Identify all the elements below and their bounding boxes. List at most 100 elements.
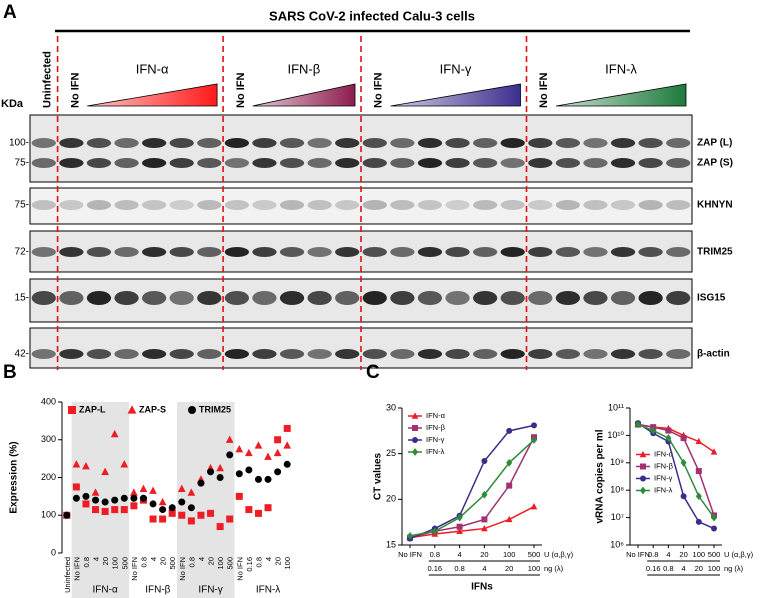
band [417, 349, 443, 359]
lane-label: Uninfected [42, 51, 54, 108]
legend-label: IFN-β [654, 461, 674, 470]
band [583, 138, 608, 148]
band [638, 291, 663, 305]
band [197, 138, 222, 148]
legend-label: IFN-γ [654, 473, 673, 482]
band [362, 200, 387, 210]
x-tick-label: 100 [111, 557, 120, 570]
band [390, 138, 415, 148]
blot-label: ZAP (L) [697, 138, 732, 149]
y-tick-label: 10⁶ [610, 539, 624, 549]
legend-label: ZAP-L [79, 404, 106, 414]
band [417, 158, 443, 168]
data-point [72, 494, 80, 502]
data-point [82, 500, 90, 508]
x-axis-label: IFNs [471, 582, 493, 593]
data-point [92, 506, 100, 514]
band [610, 158, 636, 168]
band [472, 349, 498, 359]
band [307, 349, 332, 359]
x-tick-label: 20 [207, 557, 216, 565]
band [252, 291, 277, 305]
x-tick-sublabel: 4 [482, 564, 486, 573]
group-label: IFN-λ [256, 585, 280, 596]
mw-marker: 72- [15, 247, 29, 258]
y-tick-label: 15 [386, 539, 396, 549]
band [638, 349, 663, 359]
data-point [149, 515, 157, 523]
x-tick-label: 500 [226, 557, 235, 570]
x-tick-label: Uninfected [63, 557, 72, 593]
data-point [283, 460, 291, 468]
band [638, 200, 663, 210]
data-point [168, 509, 176, 517]
band [279, 349, 305, 359]
band [610, 200, 636, 210]
band [362, 158, 387, 168]
band [141, 291, 167, 305]
x-tick-label: 20 [159, 557, 168, 565]
data-point [481, 490, 488, 499]
band [335, 247, 360, 257]
band [555, 349, 581, 359]
band [362, 291, 387, 305]
band [169, 291, 194, 305]
band [31, 158, 56, 168]
data-point [431, 527, 438, 536]
legend-marker [639, 450, 647, 458]
data-point [506, 458, 513, 467]
data-point [197, 479, 205, 487]
legend-label: IFN-γ [426, 435, 445, 444]
y-axis-label: Expression (%) [9, 441, 20, 513]
band [252, 200, 277, 210]
series-line [409, 424, 535, 540]
data-point [207, 468, 215, 476]
data-point [235, 444, 244, 453]
band [279, 247, 305, 257]
data-point [139, 484, 148, 492]
data-point [91, 488, 100, 496]
band [583, 200, 608, 210]
unit-label: U (α,β,γ) [544, 550, 574, 559]
band [197, 247, 222, 257]
lane-label: No IFN [69, 73, 81, 108]
data-point [695, 518, 702, 525]
data-point [63, 511, 71, 519]
data-point [120, 460, 129, 468]
x-tick-label: 100 [693, 550, 706, 559]
band [335, 349, 360, 359]
dose-wedge [252, 83, 356, 107]
series-line [637, 422, 715, 530]
data-point [149, 500, 157, 508]
data-point [695, 492, 702, 501]
band [583, 291, 608, 305]
band [362, 138, 387, 148]
band [362, 349, 387, 359]
x-tick-label: No IFN [235, 557, 244, 581]
blot-label: ISG15 [697, 293, 726, 304]
band [307, 291, 332, 305]
legend-marker [188, 406, 196, 414]
data-point [274, 436, 282, 444]
legend-label: IFN-λ [426, 447, 445, 456]
band [666, 200, 691, 210]
band [86, 349, 112, 359]
band [417, 247, 443, 257]
mw-marker: 100- [9, 138, 29, 149]
band [500, 138, 525, 148]
x-tick-label: No IFN [398, 550, 422, 559]
band [500, 247, 525, 257]
band [169, 158, 194, 168]
x-tick-label: 20 [480, 550, 488, 559]
data-point [531, 436, 537, 444]
band [31, 247, 56, 257]
group-shade [71, 402, 130, 598]
group-shade [177, 402, 235, 598]
x-tick-label: No IFN [130, 557, 139, 581]
band [31, 200, 56, 210]
x-tick-label: No IFN [626, 550, 650, 559]
x-tick-sublabel: 0.8 [454, 564, 464, 573]
data-point [695, 468, 702, 475]
data-point [665, 434, 672, 442]
